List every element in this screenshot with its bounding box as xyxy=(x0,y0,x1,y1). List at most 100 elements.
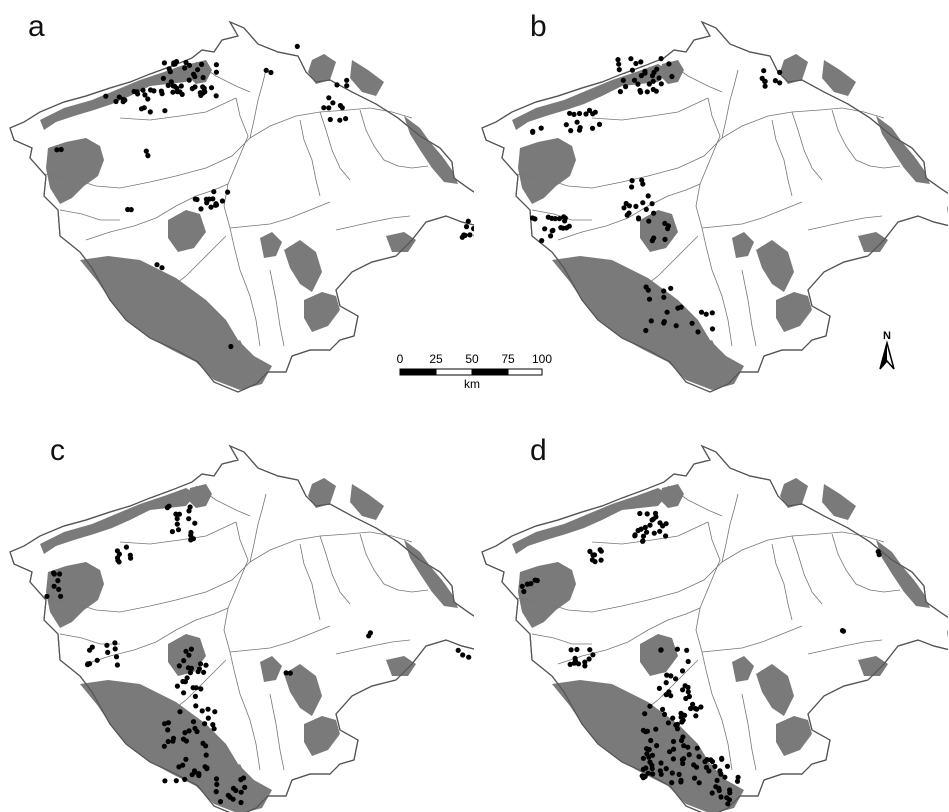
occurrence-point xyxy=(650,771,656,777)
occurrence-point xyxy=(181,658,187,664)
river xyxy=(85,607,229,665)
occurrence-point xyxy=(688,705,694,712)
occurrence-point xyxy=(631,77,638,83)
occurrence-point xyxy=(698,309,705,315)
occurrence-point xyxy=(187,670,193,676)
habitat-region xyxy=(518,562,576,628)
occurrence-point xyxy=(168,79,174,85)
occurrence-point xyxy=(617,89,623,95)
occurrence-point xyxy=(582,659,588,665)
occurrence-point xyxy=(205,706,211,712)
occurrence-point xyxy=(192,73,198,80)
river xyxy=(149,659,227,725)
occurrence-point xyxy=(116,94,122,100)
occurrence-point xyxy=(213,789,219,795)
occurrence-point xyxy=(635,527,641,534)
occurrence-point xyxy=(629,178,635,184)
habitat-region xyxy=(350,484,384,520)
occurrence-point xyxy=(208,85,215,91)
country-outline xyxy=(481,444,948,812)
habitat-region xyxy=(698,340,720,362)
occurrence-point xyxy=(165,720,171,726)
river xyxy=(695,521,733,771)
habitat-region xyxy=(876,540,930,608)
occurrence-point xyxy=(664,672,670,678)
occurrence-point xyxy=(596,121,603,127)
occurrence-point xyxy=(644,89,650,95)
occurrence-point xyxy=(587,548,593,554)
occurrence-point xyxy=(646,296,653,302)
occurrence-point xyxy=(58,593,64,599)
occurrence-point xyxy=(461,232,467,238)
occurrence-point xyxy=(55,578,61,584)
occurrence-point xyxy=(175,527,182,533)
occurrence-point xyxy=(172,61,178,67)
occurrence-point xyxy=(460,652,466,658)
occurrence-point xyxy=(530,128,536,134)
occurrence-point xyxy=(590,111,596,117)
occurrence-point xyxy=(644,529,650,535)
border xyxy=(9,20,474,393)
occurrence-point xyxy=(709,326,716,332)
occurrence-point xyxy=(199,61,205,67)
occurrence-point xyxy=(188,646,194,652)
occurrence-point xyxy=(326,95,332,101)
occurrence-point xyxy=(128,207,134,213)
occurrence-point xyxy=(287,670,293,676)
occurrence-point xyxy=(200,84,206,90)
occurrence-point xyxy=(650,78,656,84)
occurrence-point xyxy=(724,763,731,769)
occurrence-point xyxy=(642,711,648,717)
occurrence-point xyxy=(586,107,593,113)
occurrence-point xyxy=(638,59,644,65)
occurrence-point xyxy=(326,105,332,111)
occurrence-point xyxy=(642,773,648,779)
river xyxy=(721,493,739,563)
occurrence-point xyxy=(268,69,274,76)
habitat-region xyxy=(876,116,930,184)
occurrence-point xyxy=(673,323,679,329)
map-c xyxy=(9,444,474,812)
occurrence-point xyxy=(661,294,667,300)
occurrence-point xyxy=(542,226,548,232)
occurrence-point xyxy=(668,673,674,679)
occurrence-point xyxy=(465,218,471,224)
scale-tick-0: 0 xyxy=(397,352,404,366)
occurrence-point xyxy=(640,755,646,761)
habitat-region xyxy=(552,256,744,390)
river xyxy=(701,201,803,229)
occurrence-point xyxy=(626,203,632,209)
habitat-region xyxy=(732,656,754,682)
occurrence-point xyxy=(203,752,209,758)
occurrence-point xyxy=(638,89,644,95)
river xyxy=(119,97,237,121)
occurrence-point xyxy=(761,68,767,74)
occurrence-point xyxy=(693,713,699,719)
river xyxy=(621,235,699,301)
river xyxy=(299,119,321,197)
occurrence-point xyxy=(640,533,647,539)
occurrence-point xyxy=(716,787,722,794)
occurrence-point xyxy=(548,233,554,239)
occurrence-point xyxy=(203,743,209,749)
occurrence-point xyxy=(195,67,201,73)
occurrence-point xyxy=(632,533,638,539)
occurrence-point xyxy=(170,738,176,744)
occurrence-point xyxy=(616,67,622,73)
occurrence-point xyxy=(169,529,175,535)
occurrence-point xyxy=(657,528,663,534)
river xyxy=(807,215,883,231)
habitat-region xyxy=(776,292,812,332)
habitat-region xyxy=(776,716,812,756)
occurrence-point xyxy=(198,686,204,692)
habitat-region xyxy=(284,664,322,716)
river xyxy=(531,633,592,645)
occurrence-point xyxy=(186,728,192,734)
occurrence-point xyxy=(681,756,687,762)
habitat-region xyxy=(822,60,856,96)
occurrence-point xyxy=(183,648,189,654)
occurrence-point xyxy=(685,744,691,750)
scale-seg-2 xyxy=(435,368,473,376)
river xyxy=(335,215,411,231)
habitat-region xyxy=(308,478,336,508)
